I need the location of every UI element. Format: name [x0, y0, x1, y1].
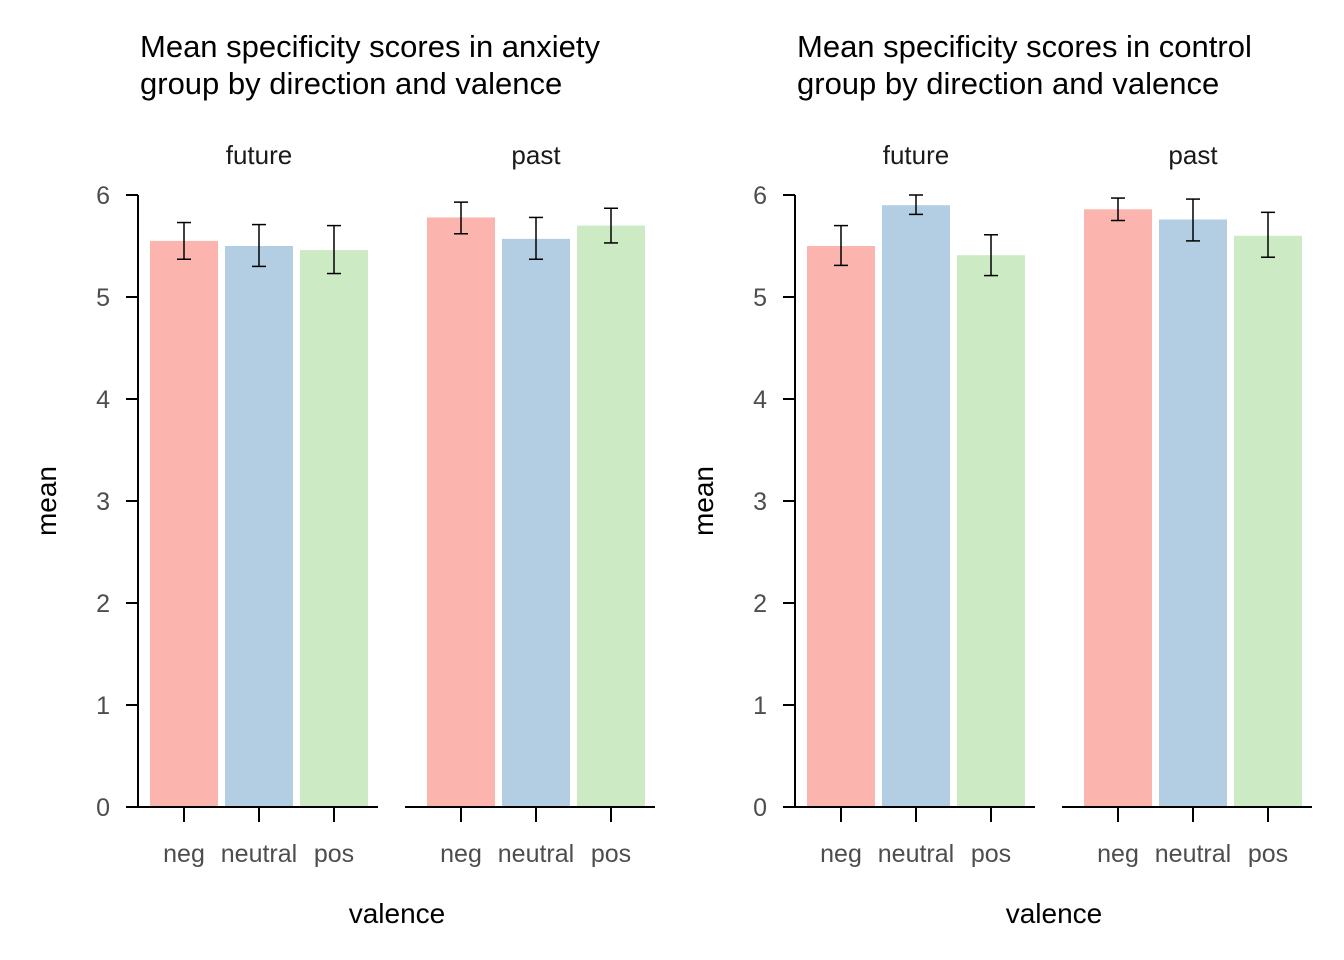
bar-past-neg — [1084, 209, 1152, 807]
x-tick-label-neutral: neutral — [878, 840, 954, 868]
x-tick-label-pos: pos — [971, 840, 1011, 868]
x-tick-label-pos: pos — [1248, 840, 1288, 868]
chart-title-right: Mean specificity scores in control group… — [797, 29, 1252, 101]
y-tick-label: 4 — [96, 386, 110, 414]
bar-past-neutral — [1159, 219, 1227, 808]
y-tick-label: 6 — [96, 182, 110, 210]
x-tick-label-neutral: neutral — [1155, 840, 1231, 868]
bar-future-neg — [807, 246, 875, 807]
bar-future-neutral — [882, 205, 950, 807]
facet-label-future: future — [883, 140, 950, 170]
x-axis-label: valence — [1006, 898, 1103, 929]
bar-past-neutral — [502, 238, 570, 808]
chart-title-left: Mean specificity scores in anxiety group… — [140, 29, 601, 101]
x-axis-label: valence — [349, 898, 446, 929]
facet-label-past: past — [511, 140, 561, 170]
y-tick-label: 0 — [753, 794, 767, 822]
facet-label-future: future — [226, 140, 293, 170]
x-tick-label-neg: neg — [440, 840, 482, 868]
y-tick-label: 0 — [96, 794, 110, 822]
y-tick-label: 5 — [96, 284, 110, 312]
y-tick-label: 5 — [753, 284, 767, 312]
x-tick-label-neg: neg — [1097, 840, 1139, 868]
x-tick-label-neg: neg — [820, 840, 862, 868]
y-tick-label: 4 — [753, 386, 767, 414]
bar-past-neg — [427, 217, 495, 807]
y-tick-label: 2 — [753, 590, 767, 618]
x-tick-label-neutral: neutral — [498, 840, 574, 868]
y-tick-label: 2 — [96, 590, 110, 618]
y-axis-label: mean — [31, 466, 62, 536]
x-tick-label-pos: pos — [314, 840, 354, 868]
y-axis-label: mean — [688, 466, 719, 536]
y-tick-label: 3 — [96, 488, 110, 516]
facet-label-past: past — [1168, 140, 1218, 170]
bar-future-pos — [957, 255, 1025, 807]
y-tick-label: 1 — [753, 692, 767, 720]
y-tick-label: 1 — [96, 692, 110, 720]
bar-past-pos — [577, 225, 645, 808]
bar-future-pos — [300, 250, 368, 807]
x-tick-label-pos: pos — [591, 840, 631, 868]
bar-future-neg — [150, 240, 218, 807]
y-tick-label: 3 — [753, 488, 767, 516]
x-tick-label-neutral: neutral — [221, 840, 297, 868]
y-tick-label: 6 — [753, 182, 767, 210]
bar-future-neutral — [225, 246, 293, 807]
bar-past-pos — [1234, 235, 1302, 808]
x-tick-label-neg: neg — [163, 840, 205, 868]
